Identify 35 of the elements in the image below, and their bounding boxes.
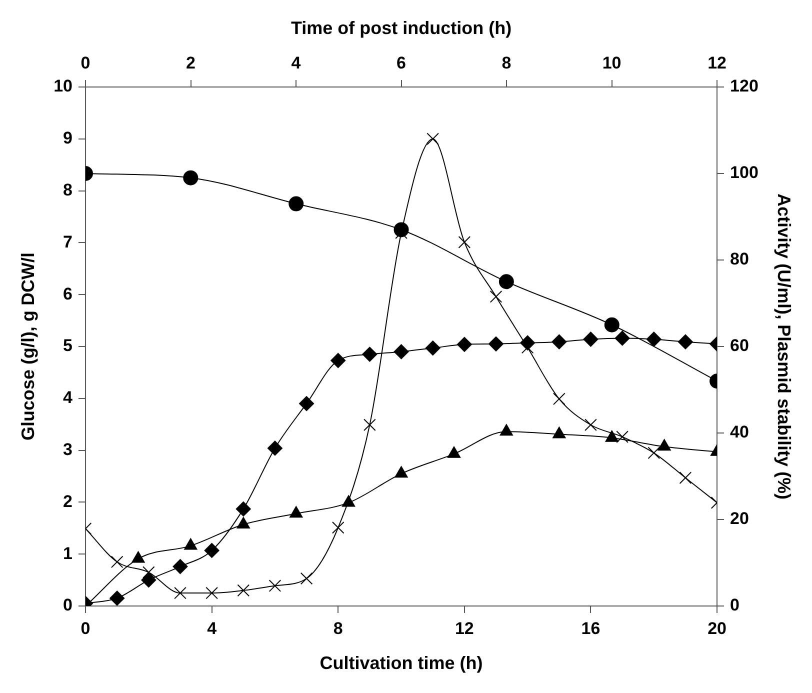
x-tick-label: 4 [207,618,218,638]
x-tick-label: 12 [454,618,474,638]
x2-tick-label: 6 [396,53,406,72]
y-tick-label: 8 [63,180,73,200]
x2-tick-label: 10 [602,53,622,72]
x-axis-title: Cultivation time (h) [320,653,483,674]
y-tick-label: 4 [63,388,74,408]
y-tick-label: 9 [63,128,73,148]
y2-tick-label: 20 [730,509,749,528]
y-tick-label: 0 [63,596,73,615]
x2-tick-label: 8 [502,53,512,72]
x2-axis-title: Time of post induction (h) [290,18,512,38]
x2-tick-label: 12 [708,53,726,72]
y2-tick-label: 40 [730,422,749,442]
y-tick-label: 7 [63,232,73,252]
y2-tick-label: 120 [730,76,758,96]
x2-tick-label: 0 [80,53,90,72]
x-tick-label: 8 [333,618,343,638]
x-tick-label: 20 [708,618,726,638]
y2-tick-label: 100 [730,163,758,182]
x-tick-label: 16 [581,618,600,638]
y-tick-label: 3 [63,440,73,459]
x2-tick-label: 4 [291,53,302,72]
y-tick-label: 2 [63,492,73,511]
y-tick-label: 1 [63,544,73,563]
y-tick-label: 10 [54,76,73,96]
y2-tick-label: 80 [730,250,749,269]
y2-tick-label: 60 [730,336,749,356]
x-tick-label: 0 [80,618,90,638]
y-tick-label: 5 [63,336,73,356]
x2-tick-label: 2 [186,53,196,72]
y2-axis-title: Activity (U/ml), Plasmid stability (%) [774,193,794,500]
y-tick-label: 6 [63,284,73,304]
y2-tick-label: 0 [730,596,740,615]
y-axis-title: Glucose (g/l), g DCW/l [18,252,38,440]
